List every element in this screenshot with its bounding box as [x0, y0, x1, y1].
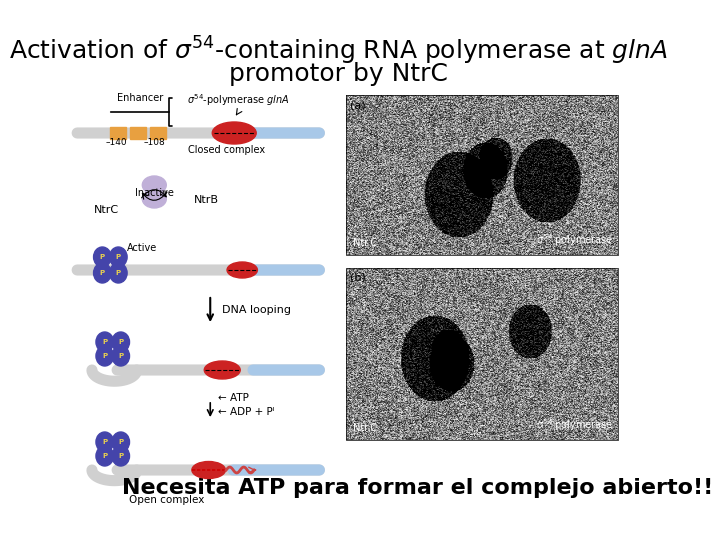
Text: $\sigma^{54}$ polymerase: $\sigma^{54}$ polymerase [536, 417, 614, 433]
Text: P: P [102, 339, 107, 345]
Text: NtrB: NtrB [194, 195, 219, 205]
Ellipse shape [109, 263, 127, 283]
Text: $\sigma^{54}$-polymerase $\it{glnA}$: $\sigma^{54}$-polymerase $\it{glnA}$ [187, 92, 289, 108]
Text: –108: –108 [143, 138, 165, 147]
Text: P: P [102, 453, 107, 459]
Ellipse shape [94, 247, 111, 267]
Ellipse shape [109, 247, 127, 267]
Text: Enhancer: Enhancer [117, 93, 163, 103]
Text: Open complex: Open complex [129, 495, 204, 505]
Ellipse shape [112, 446, 130, 466]
Text: ← ADP + Pᴵ: ← ADP + Pᴵ [218, 407, 275, 417]
Text: P: P [118, 453, 123, 459]
Text: (b): (b) [350, 273, 366, 283]
Ellipse shape [212, 122, 256, 144]
Ellipse shape [94, 263, 111, 283]
Text: NtrC: NtrC [94, 205, 119, 215]
Text: ← ATP: ← ATP [218, 393, 249, 403]
Ellipse shape [143, 176, 166, 194]
Bar [150, 127, 166, 139]
Ellipse shape [192, 462, 225, 478]
Text: P: P [118, 439, 123, 445]
Ellipse shape [143, 190, 166, 208]
Bar [346, 268, 618, 440]
Text: Closed complex: Closed complex [188, 145, 265, 155]
Bar [346, 95, 618, 255]
Text: promotor by NtrC: promotor by NtrC [229, 62, 448, 86]
Text: Active: Active [127, 243, 158, 253]
Text: P: P [118, 339, 123, 345]
Ellipse shape [204, 361, 240, 379]
Text: P: P [116, 254, 121, 260]
Ellipse shape [96, 446, 114, 466]
Ellipse shape [227, 262, 258, 278]
Ellipse shape [112, 346, 130, 366]
Ellipse shape [96, 346, 114, 366]
Bar [110, 127, 126, 139]
Text: Inactive: Inactive [135, 188, 174, 198]
Bar [130, 127, 146, 139]
Text: –140: –140 [105, 138, 127, 147]
Text: P: P [100, 254, 105, 260]
Text: P: P [116, 270, 121, 276]
Ellipse shape [112, 332, 130, 352]
Text: P: P [102, 439, 107, 445]
Text: P: P [100, 270, 105, 276]
Text: $\sigma^{54}$ polymerase: $\sigma^{54}$ polymerase [536, 232, 614, 248]
Text: DNA looping: DNA looping [222, 305, 291, 315]
Ellipse shape [112, 432, 130, 452]
Ellipse shape [96, 332, 114, 352]
Text: (a): (a) [350, 100, 366, 110]
Text: P: P [118, 353, 123, 359]
Text: P: P [102, 353, 107, 359]
Text: Necesita ATP para formar el complejo abierto!!: Necesita ATP para formar el complejo abi… [122, 478, 714, 498]
Ellipse shape [96, 432, 114, 452]
Text: Ntr.C: Ntr.C [353, 238, 377, 248]
Text: Activation of $\sigma^{54}$-containing RNA polymerase at $\it{glnA}$: Activation of $\sigma^{54}$-containing R… [9, 35, 667, 67]
Text: Ntr.C: Ntr.C [353, 423, 377, 433]
